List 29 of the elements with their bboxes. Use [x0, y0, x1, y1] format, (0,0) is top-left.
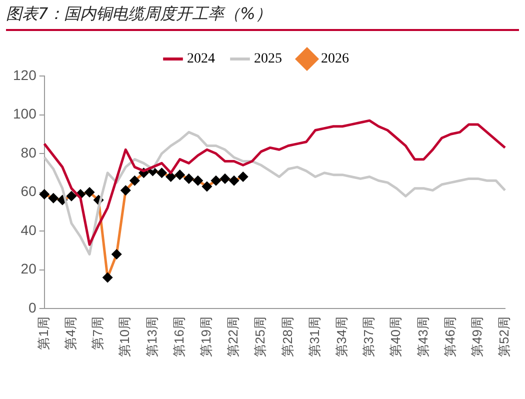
x-tick-label: 第31周 — [306, 316, 322, 358]
x-tick-label: 第25周 — [252, 316, 268, 358]
legend-label: 2026 — [321, 52, 349, 67]
x-tick-label: 第49周 — [469, 316, 484, 358]
y-tick-label: 40 — [20, 222, 37, 238]
x-tick-label: 第40周 — [388, 316, 404, 358]
x-tick-label: 第10周 — [117, 316, 132, 358]
x-tick-label: 第22周 — [226, 316, 241, 358]
x-tick-label: 第4周 — [63, 316, 78, 350]
legend-label: 2024 — [187, 52, 215, 67]
x-tick-label: 第52周 — [496, 316, 512, 358]
y-tick-label: 20 — [20, 260, 37, 277]
x-tick-label: 第34周 — [334, 316, 349, 358]
x-tick-label: 第28周 — [280, 316, 295, 358]
y-tick-label: 100 — [13, 106, 37, 122]
x-tick-label: 第1周 — [36, 316, 51, 350]
x-tick-label: 第19周 — [198, 316, 214, 358]
y-tick-label: 120 — [13, 66, 37, 83]
chart-title: 图表7：国内铜电缆周度开工率（%） — [6, 4, 519, 31]
x-tick-label: 第16周 — [171, 316, 186, 358]
y-tick-label: 0 — [28, 299, 37, 316]
y-tick-label: 60 — [20, 183, 37, 200]
x-tick-label: 第7周 — [90, 316, 106, 350]
legend-label: 2025 — [254, 52, 282, 67]
x-tick-label: 第43周 — [415, 316, 430, 358]
y-tick-label: 80 — [20, 144, 37, 160]
x-tick-label: 第13周 — [144, 316, 160, 358]
x-tick-label: 第37周 — [361, 316, 376, 358]
x-tick-label: 第46周 — [442, 316, 458, 358]
